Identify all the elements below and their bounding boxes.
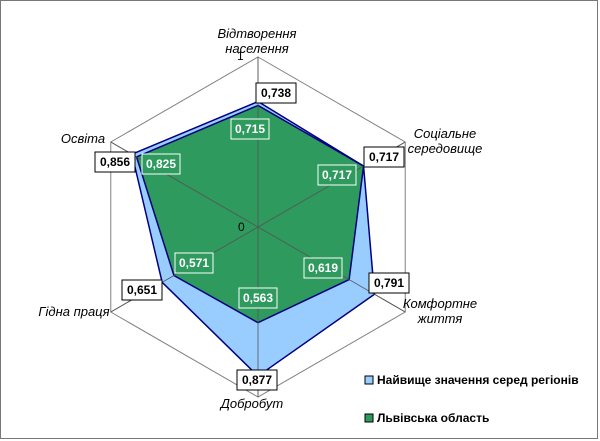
data-label-lviv-box <box>238 287 278 309</box>
axis-label: Гідна праця <box>38 304 109 319</box>
data-label-max: 0,856 <box>100 155 130 169</box>
data-label-lviv: 0,571 <box>179 256 209 270</box>
data-label-max: 0,877 <box>242 373 272 387</box>
axis-label: Відтворення населення <box>217 26 296 56</box>
data-label-lviv: 0,825 <box>146 157 176 171</box>
data-label-lviv-box <box>317 164 357 186</box>
data-label-max-box <box>255 82 297 104</box>
data-label-max-box <box>236 369 278 391</box>
legend-swatch <box>364 375 374 385</box>
data-label-max-box <box>368 272 410 294</box>
legend-label: Найвище значення серед регіонів <box>377 373 579 387</box>
data-label-lviv-box <box>141 153 181 175</box>
legend-swatch <box>364 413 374 423</box>
data-label-lviv-box <box>174 252 214 274</box>
data-label-max: 0,717 <box>369 150 399 164</box>
data-label-max: 0,651 <box>127 283 157 297</box>
axis-label: Добробут <box>219 396 284 411</box>
legend-label: Львівська область <box>377 411 489 425</box>
data-label-lviv-box <box>230 118 270 140</box>
data-label-lviv: 0,715 <box>235 122 265 136</box>
data-label-max: 0,791 <box>374 276 404 290</box>
data-label-max-box <box>121 279 163 301</box>
data-label-max-box <box>363 146 405 168</box>
tick-label-1: 1 <box>237 49 244 63</box>
data-label-lviv: 0,563 <box>243 291 273 305</box>
axis-label: Освіта <box>61 131 105 146</box>
data-label-max-box <box>94 151 136 173</box>
tick-label-0: 0 <box>238 220 245 234</box>
axis-label: Комфортне життя <box>403 296 477 326</box>
data-label-lviv: 0,717 <box>322 168 352 182</box>
axis-label: Соціальне середовище <box>408 126 483 156</box>
data-label-max: 0,738 <box>261 86 291 100</box>
data-label-lviv: 0,619 <box>308 261 338 275</box>
data-label-lviv-box <box>303 257 343 279</box>
